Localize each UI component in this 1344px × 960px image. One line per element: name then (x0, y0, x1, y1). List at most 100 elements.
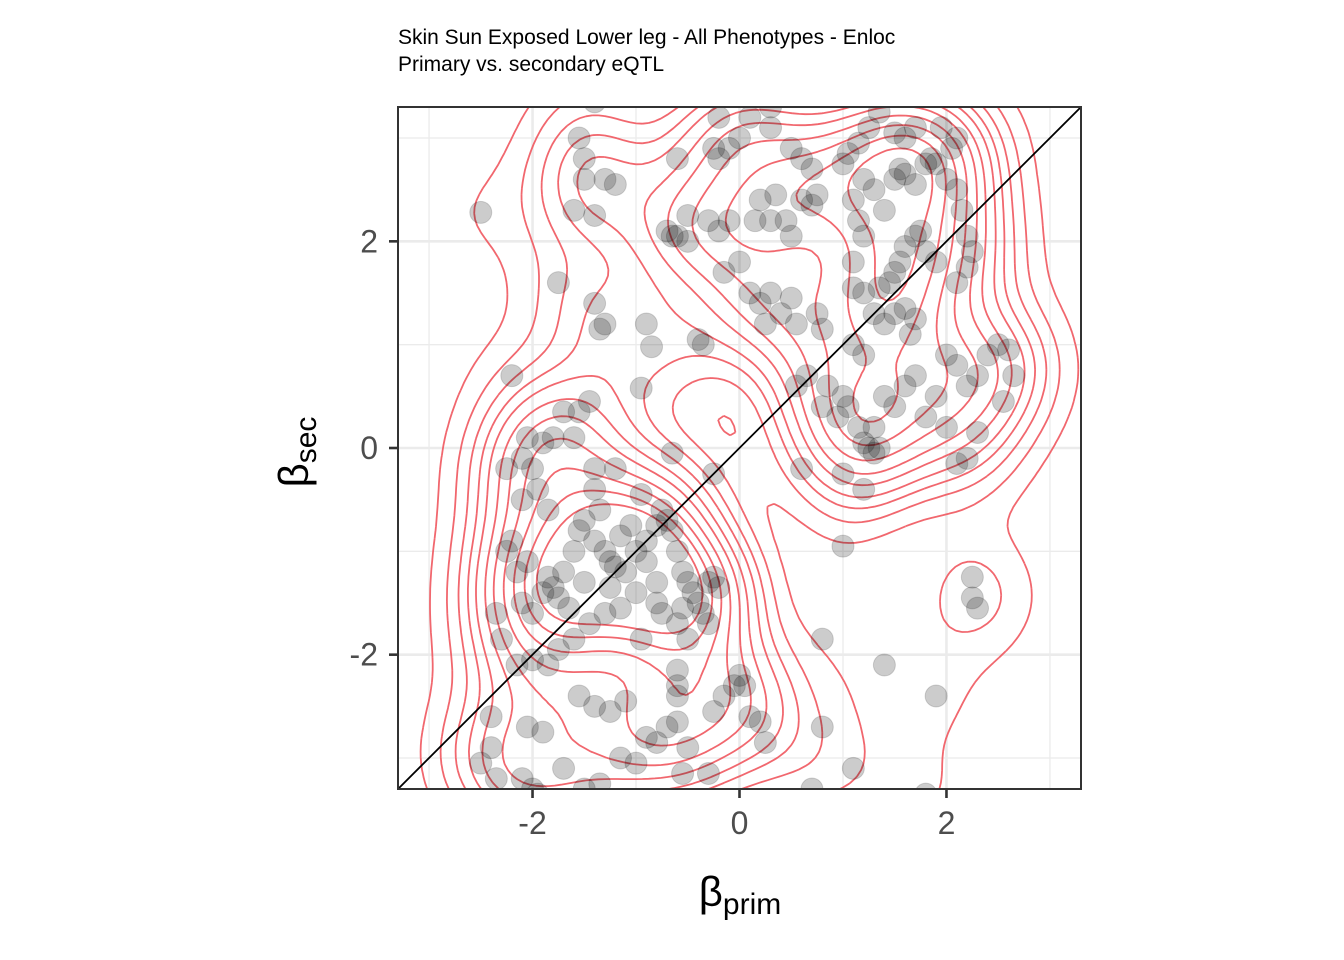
data-point (588, 498, 612, 522)
data-point (852, 477, 876, 501)
x-axis: -2 0 2 (518, 789, 955, 841)
data-point (696, 762, 720, 785)
data-point (966, 596, 990, 620)
data-point (919, 147, 943, 171)
data-point (815, 374, 839, 398)
data-point (500, 364, 524, 388)
data-point (665, 224, 689, 248)
data-point (624, 751, 648, 775)
data-point (583, 529, 607, 553)
data-point (562, 198, 586, 222)
data-point (702, 565, 726, 589)
data-point (852, 167, 876, 191)
data-point (924, 152, 948, 176)
data-point (562, 426, 586, 450)
data-point (945, 353, 969, 377)
data-point (495, 539, 519, 563)
data-point (676, 736, 700, 760)
identity-line (398, 107, 1081, 789)
data-point (903, 364, 927, 388)
data-point (629, 483, 653, 506)
x-tick-label: -2 (518, 805, 546, 841)
data-point (867, 436, 891, 460)
data-point (945, 452, 969, 475)
data-point (790, 188, 814, 212)
data-point (469, 751, 493, 775)
data-point (883, 167, 907, 191)
data-point (955, 255, 979, 279)
data-point (676, 627, 700, 651)
data-point (495, 457, 519, 481)
data-point (862, 441, 886, 465)
data-point (960, 565, 984, 589)
contour-line (419, 107, 1080, 789)
data-point (583, 477, 607, 501)
data-point (847, 415, 871, 439)
data-point (531, 431, 555, 455)
data-point (552, 560, 576, 584)
data-point (903, 116, 927, 140)
data-point (665, 147, 689, 171)
data-point (691, 333, 715, 357)
data-point (915, 782, 937, 789)
data-point (753, 312, 777, 336)
contour-line (454, 107, 1048, 789)
data-point (960, 240, 984, 264)
data-point (624, 581, 648, 605)
data-point (712, 684, 736, 708)
data-point (531, 720, 555, 744)
data-point (536, 498, 560, 522)
data-point (608, 746, 632, 770)
data-point (883, 302, 907, 326)
data-point (924, 684, 948, 708)
data-point (665, 612, 689, 636)
data-point (753, 731, 777, 754)
data-point (567, 126, 591, 150)
data-point (966, 421, 990, 444)
data-point (779, 136, 803, 160)
data-point (1002, 364, 1026, 388)
y-tick-label: -2 (350, 637, 378, 673)
data-point (841, 276, 865, 300)
data-point (738, 107, 762, 129)
data-point (748, 188, 772, 212)
data-point (500, 529, 524, 553)
data-point (748, 291, 772, 315)
data-point (702, 136, 726, 160)
data-point (976, 343, 1000, 367)
data-point (934, 415, 958, 439)
data-point (790, 457, 814, 481)
data-point (671, 596, 695, 620)
data-point (934, 167, 958, 191)
data-point (645, 731, 669, 754)
data-point (526, 477, 550, 501)
data-point (614, 689, 638, 713)
data-point (717, 136, 741, 160)
data-point (676, 204, 700, 227)
data-point (629, 627, 653, 651)
data-point (924, 384, 948, 408)
data-point (572, 147, 596, 171)
data-point (676, 570, 700, 594)
data-point (841, 250, 865, 274)
data-point (805, 183, 829, 207)
data-point (655, 219, 679, 243)
data-point (841, 188, 865, 212)
data-point (562, 627, 586, 651)
data-point (852, 281, 876, 305)
data-point (505, 560, 529, 584)
data-point (588, 772, 612, 789)
data-point (562, 539, 586, 563)
data-point (665, 658, 689, 682)
data-point (784, 374, 808, 398)
data-point (676, 229, 700, 253)
data-point (572, 570, 596, 594)
data-point (671, 762, 695, 785)
data-point (872, 312, 896, 336)
data-point (997, 338, 1021, 362)
data-point (769, 302, 793, 326)
data-point (546, 638, 570, 661)
data-point (909, 219, 933, 243)
data-point (914, 405, 938, 429)
data-point (541, 426, 565, 450)
